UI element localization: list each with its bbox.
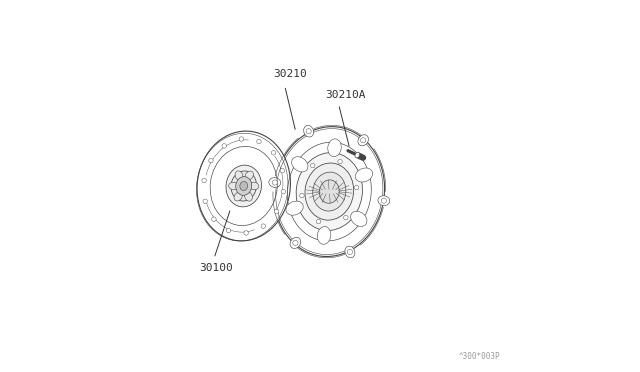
- Ellipse shape: [245, 171, 253, 180]
- Ellipse shape: [310, 163, 315, 168]
- Ellipse shape: [351, 211, 367, 227]
- Ellipse shape: [234, 192, 243, 201]
- Ellipse shape: [338, 159, 342, 164]
- Ellipse shape: [296, 153, 362, 231]
- Text: 30210: 30210: [273, 70, 307, 79]
- Ellipse shape: [209, 158, 213, 163]
- Ellipse shape: [286, 201, 303, 215]
- Ellipse shape: [231, 171, 257, 201]
- Ellipse shape: [316, 219, 321, 224]
- Ellipse shape: [203, 199, 207, 203]
- Ellipse shape: [202, 178, 206, 183]
- Ellipse shape: [328, 139, 341, 157]
- Ellipse shape: [274, 126, 385, 257]
- Ellipse shape: [280, 169, 285, 173]
- Ellipse shape: [235, 171, 243, 180]
- Ellipse shape: [293, 240, 298, 246]
- Ellipse shape: [344, 215, 348, 220]
- Ellipse shape: [212, 217, 216, 221]
- Ellipse shape: [381, 198, 387, 203]
- Ellipse shape: [292, 157, 308, 172]
- Ellipse shape: [272, 180, 277, 185]
- Ellipse shape: [261, 224, 266, 228]
- Ellipse shape: [355, 168, 372, 182]
- Ellipse shape: [348, 249, 353, 254]
- Ellipse shape: [227, 228, 231, 233]
- Ellipse shape: [281, 189, 285, 194]
- Ellipse shape: [275, 209, 279, 214]
- Ellipse shape: [313, 172, 346, 211]
- Ellipse shape: [226, 165, 262, 207]
- Ellipse shape: [222, 144, 227, 148]
- Ellipse shape: [228, 182, 238, 190]
- Ellipse shape: [306, 129, 311, 134]
- Ellipse shape: [360, 138, 366, 143]
- Ellipse shape: [317, 227, 331, 244]
- Ellipse shape: [269, 178, 281, 187]
- Ellipse shape: [319, 180, 339, 203]
- Ellipse shape: [303, 125, 314, 137]
- Text: 30210A: 30210A: [326, 90, 366, 100]
- Ellipse shape: [240, 182, 248, 190]
- Ellipse shape: [358, 135, 369, 146]
- Ellipse shape: [244, 231, 248, 235]
- Text: ^300*003P: ^300*003P: [459, 352, 500, 361]
- Ellipse shape: [244, 192, 252, 201]
- Ellipse shape: [378, 196, 390, 205]
- Ellipse shape: [271, 151, 276, 155]
- Ellipse shape: [197, 131, 291, 241]
- Ellipse shape: [305, 163, 354, 220]
- Ellipse shape: [236, 177, 252, 195]
- Ellipse shape: [300, 193, 304, 198]
- Ellipse shape: [249, 182, 259, 190]
- Ellipse shape: [239, 137, 244, 141]
- Ellipse shape: [290, 237, 301, 248]
- Ellipse shape: [355, 152, 360, 158]
- Text: 30100: 30100: [199, 263, 233, 273]
- Ellipse shape: [345, 246, 355, 258]
- Ellipse shape: [355, 185, 359, 190]
- Ellipse shape: [257, 139, 261, 144]
